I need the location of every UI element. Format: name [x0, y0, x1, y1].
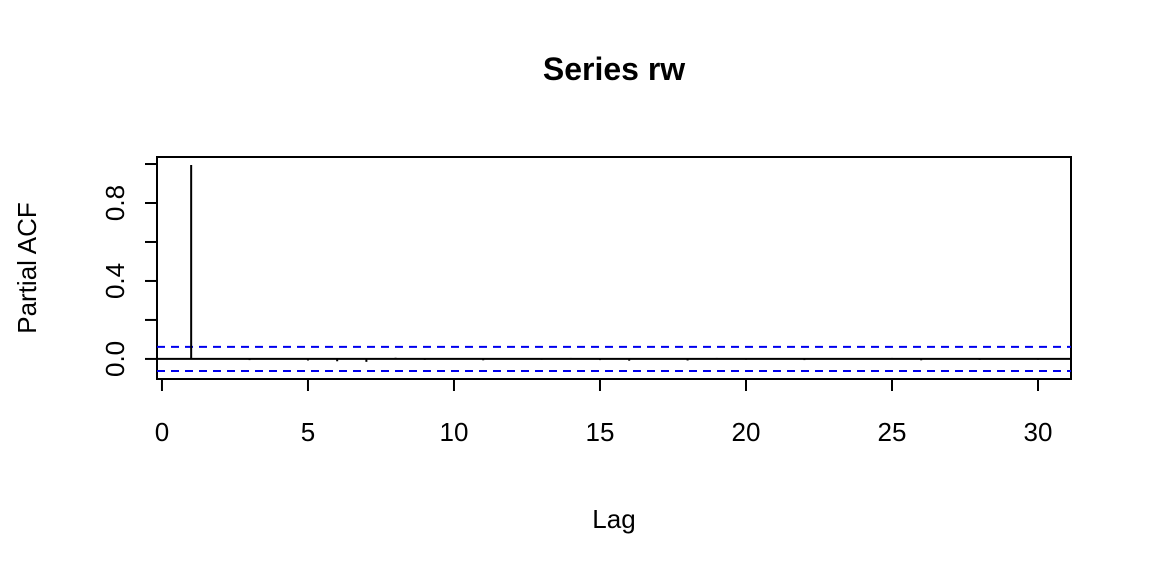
plot-box — [156, 156, 1072, 380]
chart-title: Series rw — [543, 51, 685, 87]
x-axis-label: Lag — [592, 504, 635, 534]
y-tick-label: 0.8 — [100, 185, 130, 221]
y-tick-label: 0.4 — [100, 263, 130, 299]
y-axis-label: Partial ACF — [12, 202, 42, 334]
x-tick-label: 20 — [732, 417, 761, 447]
x-tick-label: 5 — [301, 417, 315, 447]
x-tick-label: 25 — [878, 417, 907, 447]
x-tick-label: 10 — [440, 417, 469, 447]
x-tick-label: 0 — [155, 417, 169, 447]
x-tick-label: 30 — [1024, 417, 1053, 447]
y-tick-label: 0.0 — [100, 341, 130, 377]
x-tick-label: 15 — [586, 417, 615, 447]
